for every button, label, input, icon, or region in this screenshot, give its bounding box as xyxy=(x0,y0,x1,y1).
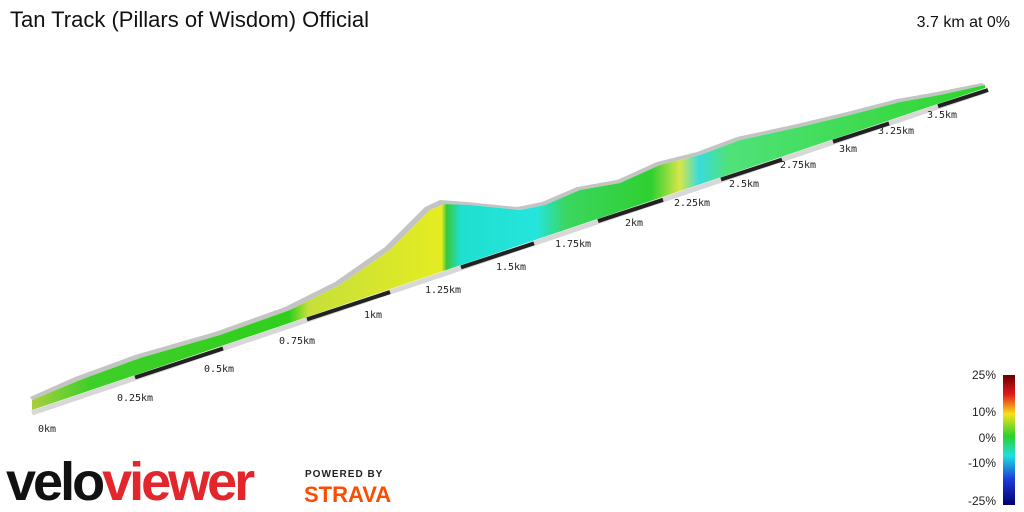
distance-label: 1.5km xyxy=(496,262,526,273)
strava-logo: STRAVA xyxy=(304,482,391,507)
legend-label: -25% xyxy=(968,494,996,508)
distance-label: 3.5km xyxy=(927,110,957,121)
distance-label: 1.75km xyxy=(555,239,591,250)
distance-segment xyxy=(937,88,989,109)
legend-label: -10% xyxy=(968,456,996,470)
legend-label: 25% xyxy=(972,368,996,382)
distance-label: 3.25km xyxy=(878,126,914,137)
distance-label: 1km xyxy=(364,310,382,321)
summary: 3.7 km at 0% xyxy=(917,14,1010,31)
distance-label: 1.25km xyxy=(425,285,461,296)
distance-label: 2.5km xyxy=(729,179,759,190)
distance-label: 0.5km xyxy=(204,364,234,375)
legend-label: 0% xyxy=(979,431,997,445)
powered-by: POWERED BY xyxy=(305,469,383,480)
distance-label: 0.75km xyxy=(279,336,315,347)
distance-segment xyxy=(720,157,783,182)
distance-label: 0km xyxy=(38,424,56,435)
distance-segment xyxy=(306,290,391,322)
distance-segment xyxy=(460,241,535,270)
profile-face xyxy=(32,85,985,410)
distance-label: 3km xyxy=(839,144,857,155)
distance-segment xyxy=(597,197,664,223)
distance-segment xyxy=(134,346,224,380)
distance-label: 2.25km xyxy=(674,198,710,209)
distance-segment xyxy=(832,121,890,144)
logo: veloviewer xyxy=(6,452,255,512)
title: Tan Track (Pillars of Wisdom) Official xyxy=(10,7,369,32)
legend-label: 10% xyxy=(972,405,996,419)
distance-label: 0.25km xyxy=(117,393,153,404)
distance-label: 2.75km xyxy=(780,160,816,171)
distance-label: 2km xyxy=(625,218,643,229)
gradient-scale xyxy=(1003,375,1015,505)
